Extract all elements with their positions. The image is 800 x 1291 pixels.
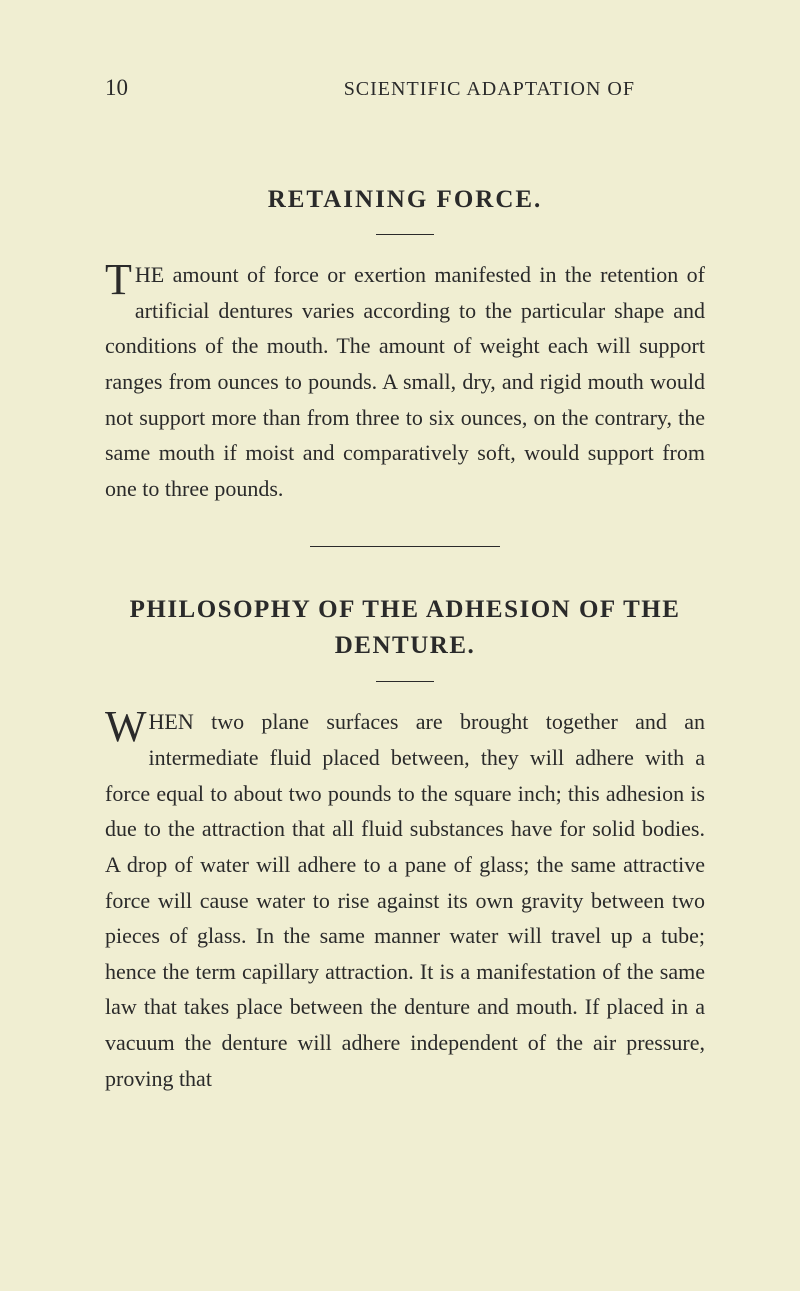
title-rule [376,234,434,235]
section2-body: HEN two plane surfaces are brought toget… [105,709,705,1090]
drop-cap-w: W [105,704,149,746]
drop-cap-t: T [105,257,135,299]
section-title-philosophy: PHILOSOPHY OF THE ADHESION OF THE DENTUR… [105,592,705,663]
running-header: SCIENTIFIC ADAPTATION OF [344,78,635,101]
paragraph-section2: WHEN two plane surfaces are brought toge… [105,704,705,1096]
section1-body: HE amount of force or exertion manifeste… [105,262,705,501]
section-title-retaining-force: RETAINING FORCE. [105,186,705,214]
title-rule-2 [376,681,434,682]
paragraph-section1: THE amount of force or exertion manifest… [105,257,705,506]
page-number: 10 [105,75,128,101]
page-header: 10 SCIENTIFIC ADAPTATION OF [105,75,705,101]
section-divider-rule [310,546,500,547]
